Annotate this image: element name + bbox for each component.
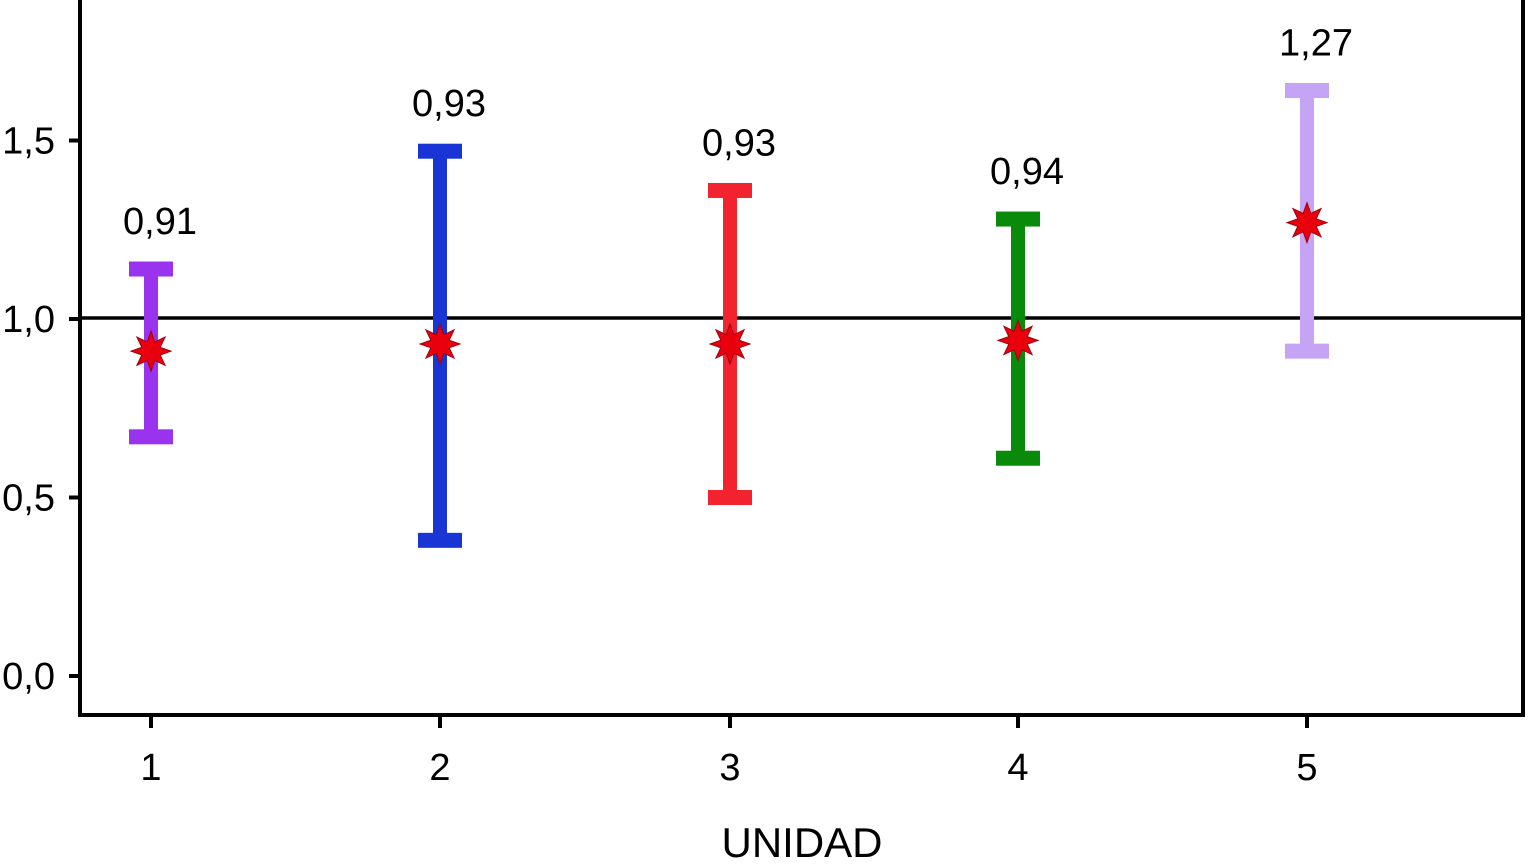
ci-lower-cap [418, 532, 462, 548]
x-ticks: 1 2 3 4 5 [140, 715, 1318, 789]
error-bars: 0,91 0,93 0,93 0,94 1,27 [123, 23, 1353, 548]
value-label: 0,94 [990, 151, 1064, 193]
ci-lower-cap [996, 450, 1040, 466]
value-label: 0,93 [702, 122, 776, 164]
error-bar-unit-3: 0,93 [702, 122, 776, 505]
value-label: 0,93 [412, 83, 486, 125]
value-label: 0,91 [123, 201, 197, 243]
star-marker-icon [708, 322, 752, 366]
y-ticks: 0,0 0,5 1,0 1,5 [2, 121, 80, 698]
y-tick-label: 1,5 [2, 121, 55, 163]
x-tick-label: 1 [140, 747, 161, 789]
x-axis-title: UNIDAD [721, 819, 882, 866]
ci-upper-cap [996, 211, 1040, 227]
star-marker-icon [1285, 201, 1329, 245]
x-tick-label: 2 [429, 747, 450, 789]
x-tick-label: 5 [1296, 747, 1317, 789]
star-marker-icon [418, 322, 462, 366]
ci-upper-cap [418, 143, 462, 159]
y-tick-label: 0,0 [2, 656, 55, 698]
ci-upper-cap [1285, 83, 1329, 99]
star-marker-icon [129, 329, 173, 373]
x-tick-label: 4 [1007, 747, 1028, 789]
error-bar-unit-5: 1,27 [1279, 23, 1353, 359]
value-label: 1,27 [1279, 23, 1353, 65]
ci-upper-cap [708, 182, 752, 198]
ci-lower-cap [708, 490, 752, 505]
y-tick-label: 1,0 [2, 299, 55, 341]
star-marker-icon [996, 318, 1040, 362]
error-bar-unit-1: 0,91 [123, 201, 197, 445]
ci-lower-cap [1285, 343, 1329, 359]
ci-lower-cap [129, 429, 173, 445]
ci-upper-cap [129, 261, 173, 277]
x-tick-label: 3 [719, 747, 740, 789]
y-tick-label: 0,5 [2, 478, 55, 520]
axes [78, 0, 1525, 717]
error-bar-unit-4: 0,94 [990, 151, 1064, 466]
error-bar-unit-2: 0,93 [412, 83, 486, 548]
